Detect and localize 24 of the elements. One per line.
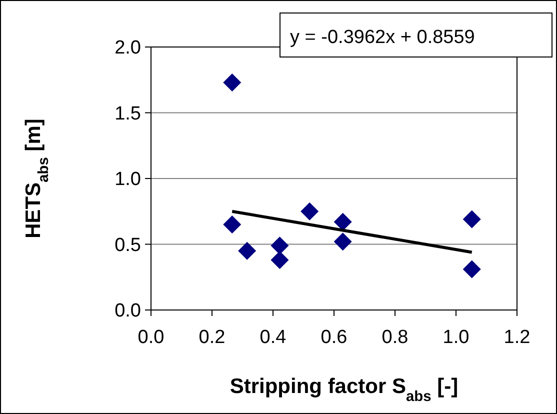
point [300,202,319,220]
x-tick-label: 0.0 [138,327,164,348]
y-tick-label: 0.5 [114,234,141,256]
y-tick-label: 0.0 [114,300,141,322]
point [270,236,289,255]
y-tick-label: 2.0 [114,38,141,59]
x-tick-label: 0.2 [198,327,226,348]
x-tick-label: 0.6 [320,327,348,348]
point [270,251,289,270]
point [238,242,256,260]
x-axis-title: Stripping factor S$_{abs}$ [-] [230,375,458,405]
y-tick-label: 1.0 [114,169,141,190]
point [462,260,481,278]
point [223,74,242,92]
annotation: y = -0.3962x + 0.8559 [290,27,475,48]
y-tick-label: 1.5 [114,103,141,124]
point [223,216,242,234]
x-tick-label: 1.0 [442,327,470,348]
point [334,212,352,231]
x-tick-label: 1.2 [504,327,530,348]
point [462,210,481,228]
x-tick-label: 0.8 [382,327,408,348]
point [334,232,352,251]
x-tick-label: 0.4 [260,327,287,348]
